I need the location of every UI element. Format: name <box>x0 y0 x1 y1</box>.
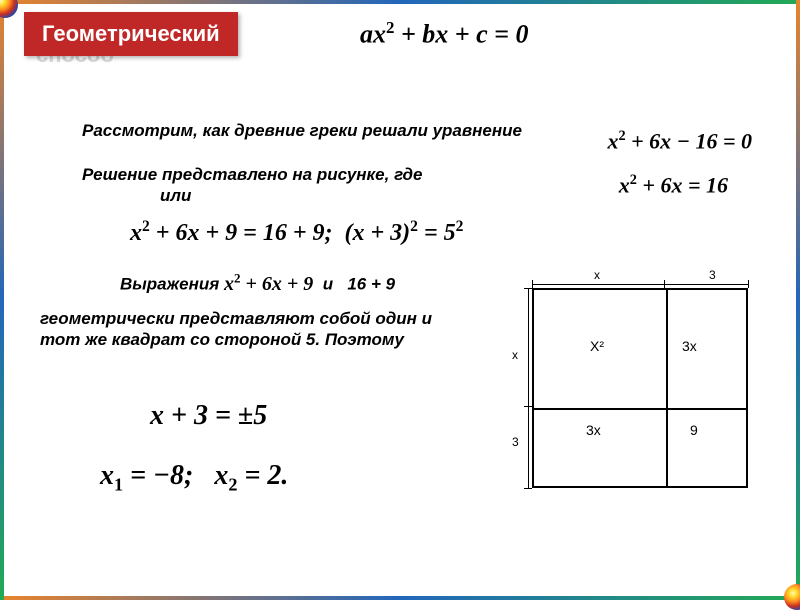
expression-line: Выражения x2 + 6x + 9 и 16 + 9 <box>120 270 395 296</box>
root2-val: 2 <box>267 460 281 491</box>
diagram-label-x-top: x <box>594 268 600 282</box>
diagram-tick <box>524 406 532 407</box>
diagram-tick <box>524 488 532 489</box>
expr-word: Выражения <box>120 275 219 294</box>
corner-ball-icon <box>0 0 18 18</box>
intro-text: Рассмотрим, как древние греки решали ура… <box>50 120 550 141</box>
root1-val: −8 <box>153 460 184 491</box>
intro-text-content: Рассмотрим, как древние греки решали ура… <box>82 121 522 140</box>
diagram-label-3-top: 3 <box>709 268 716 282</box>
square-diagram: x 3 x 3 X² 3x 3x 9 <box>504 260 764 500</box>
diagram-cell-3x-top: 3x <box>682 338 697 354</box>
diagram-vline <box>666 290 668 486</box>
solution-line: Решение представлено на рисунке, где <box>82 165 422 184</box>
equation-general: ax2 + bx + c = 0 <box>360 18 528 50</box>
diagram-label-x-left: x <box>512 348 518 362</box>
diagram-tick <box>532 280 533 288</box>
title-main: Геометрический <box>42 21 220 46</box>
corner-ball-icon <box>784 584 800 610</box>
frame-border-bottom <box>0 596 800 600</box>
solution-text: Решение представлено на рисунке, где или <box>50 164 490 207</box>
diagram-label-3-left: 3 <box>512 435 519 449</box>
diagram-tick <box>528 288 529 488</box>
frame-border-top <box>0 0 800 4</box>
equation-roots: x1 = −8; x2 = 2. <box>100 460 288 496</box>
diagram-cell-9: 9 <box>690 422 698 438</box>
and-word: и <box>323 275 333 294</box>
expr-rhs: 16 + 9 <box>347 275 395 294</box>
frame-border-right <box>796 0 800 600</box>
diagram-hline <box>534 408 746 410</box>
frame-border-left <box>0 0 4 600</box>
diagram-tick <box>748 280 749 288</box>
expr-math: x2 + 6x + 9 <box>224 273 313 295</box>
diagram-tick <box>664 280 665 288</box>
equation-given: x2 + 6x − 16 = 0 <box>607 128 752 154</box>
conclusion-text: геометрически представляют собой один и … <box>40 308 470 351</box>
or-word: или <box>160 186 191 205</box>
diagram-square <box>532 288 748 488</box>
equation-complete-square: x2 + 6x + 9 = 16 + 9; (x + 3)2 = 52 <box>130 218 463 247</box>
diagram-cell-3x-left: 3x <box>586 422 601 438</box>
equation-rearranged: x2 + 6x = 16 <box>619 172 728 198</box>
diagram-cell-x2: X² <box>590 338 604 354</box>
equation-plus-minus: x + 3 = ±5 <box>150 400 267 432</box>
diagram-tick <box>524 288 532 289</box>
title-tab: Геометрический <box>24 12 238 56</box>
diagram-tick <box>532 284 748 285</box>
